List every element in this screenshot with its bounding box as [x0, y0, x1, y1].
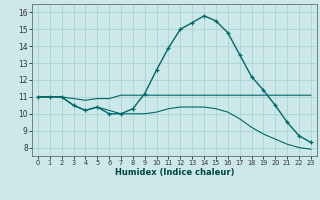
X-axis label: Humidex (Indice chaleur): Humidex (Indice chaleur) — [115, 168, 234, 177]
